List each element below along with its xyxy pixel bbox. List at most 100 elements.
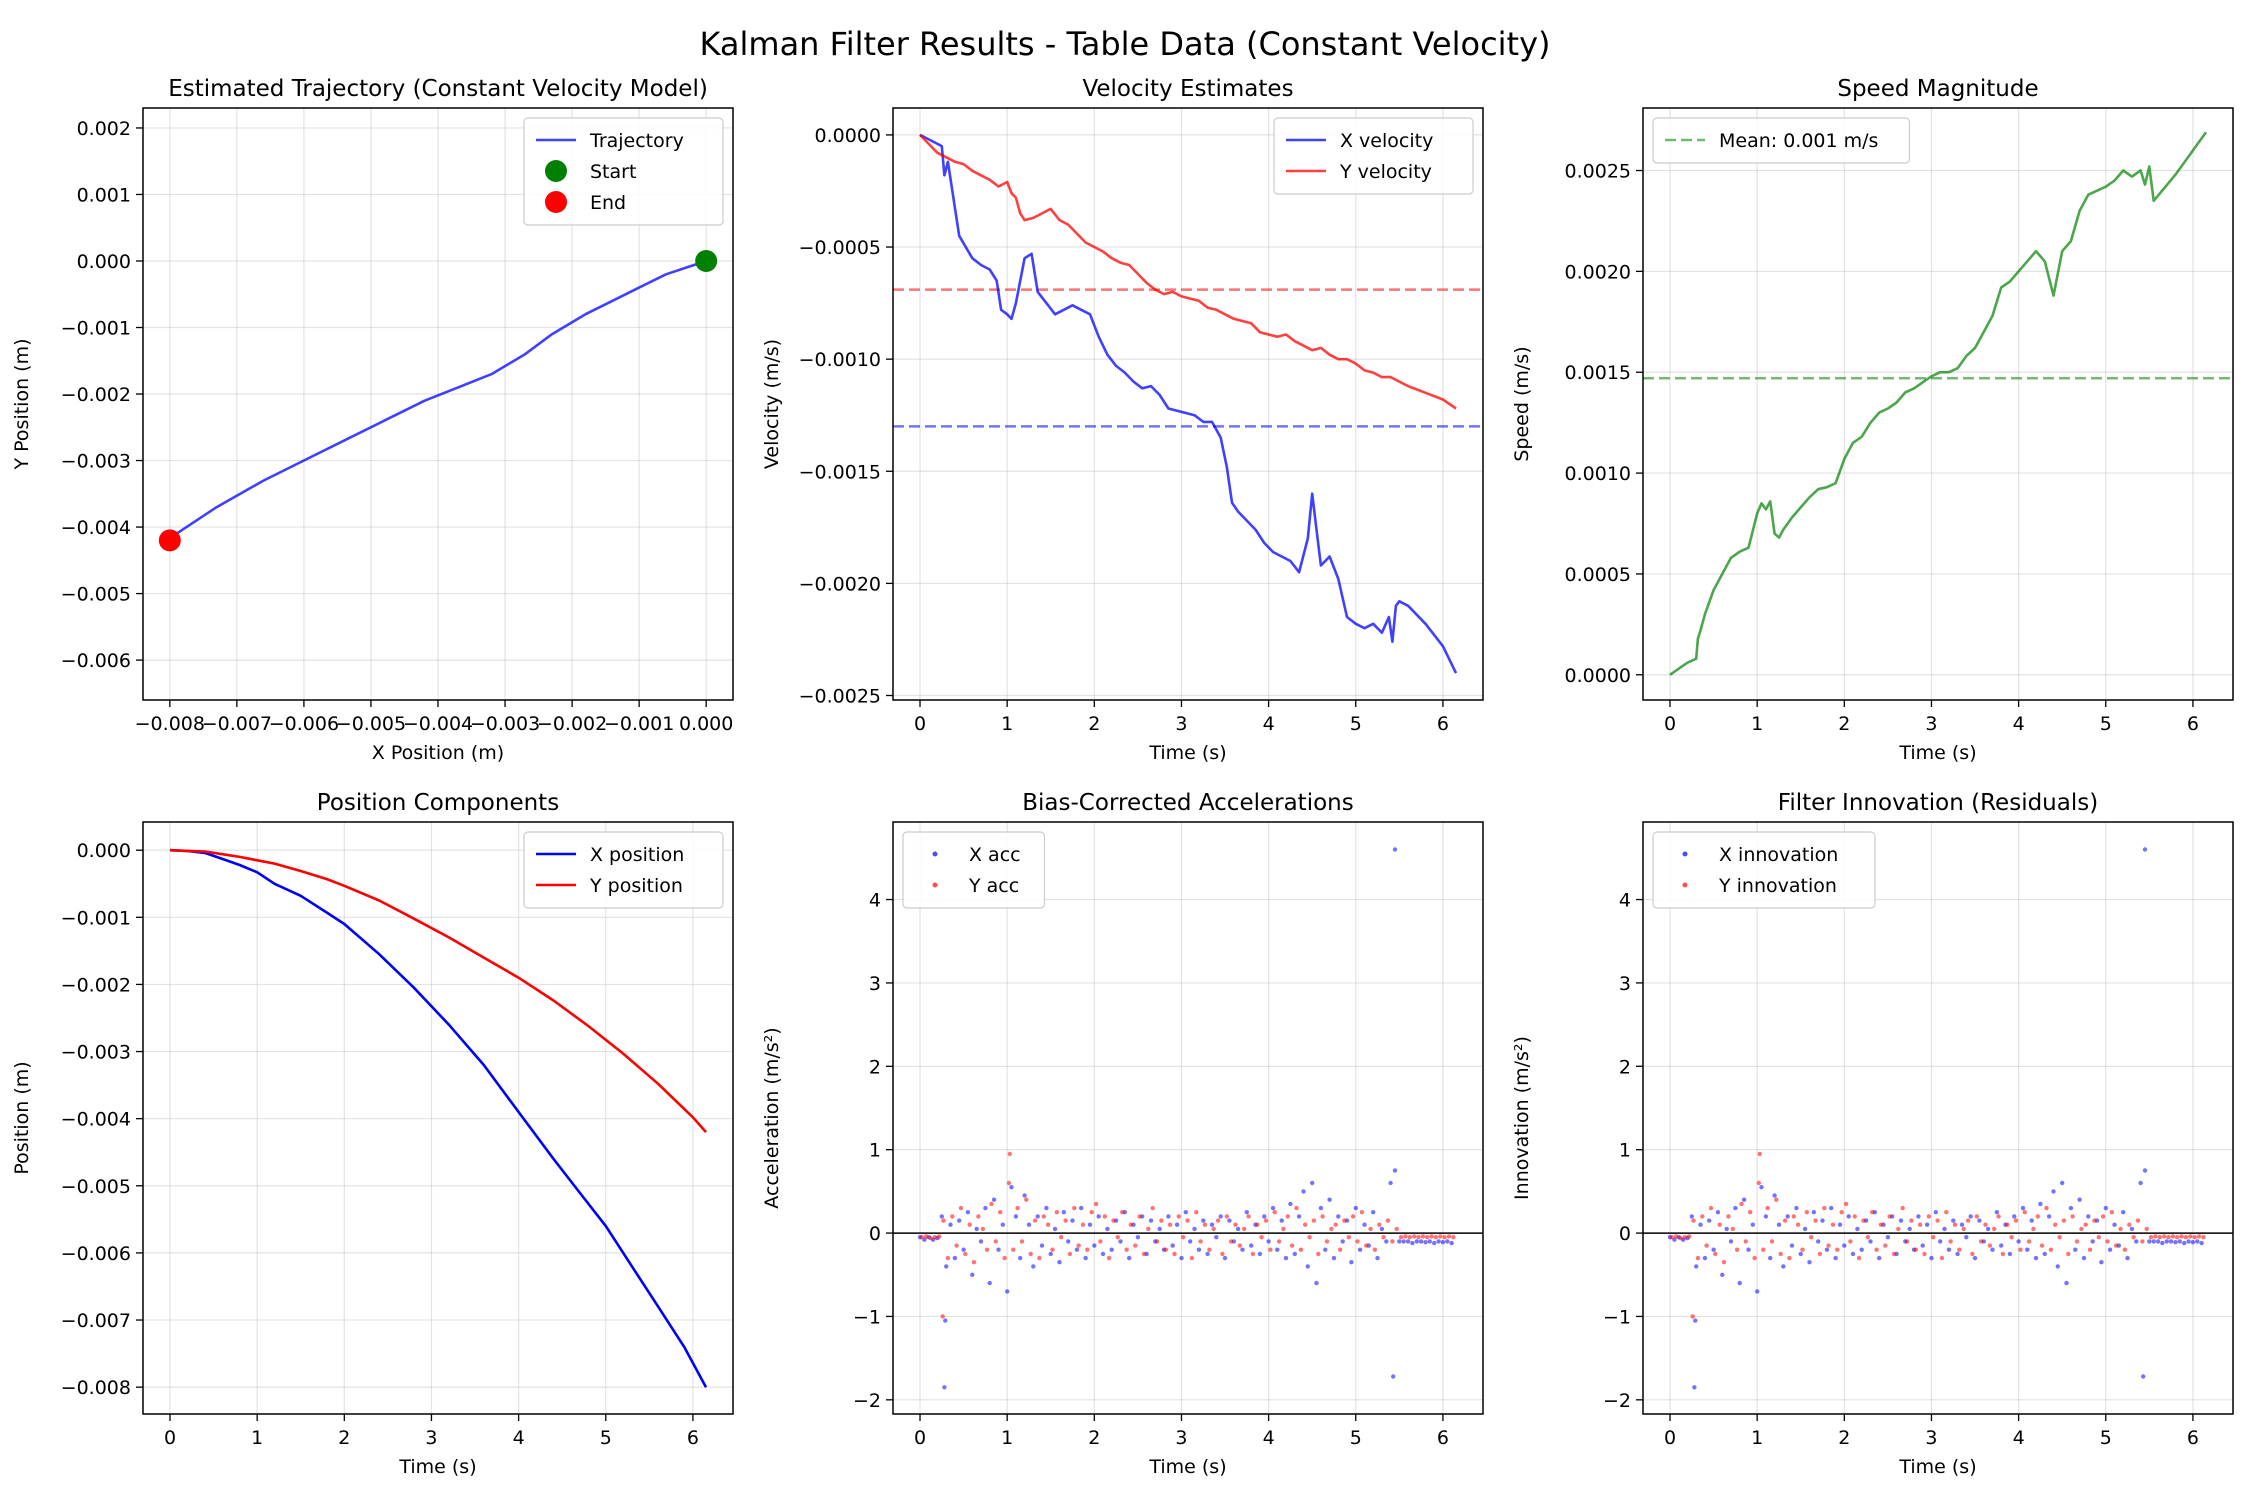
data-point (1242, 1226, 1247, 1232)
data-point (2005, 1222, 2010, 1227)
data-point (2048, 1247, 2054, 1252)
data-point (1711, 1247, 1716, 1252)
x-tick-label: 4 (2013, 1427, 2025, 1449)
data-point (1990, 1247, 1995, 1252)
data-point (1883, 1243, 1888, 1248)
data-point (2134, 1239, 2139, 1244)
data-point (1739, 1201, 1744, 1207)
data-point (1961, 1226, 1966, 1232)
data-point (1403, 1234, 1408, 1239)
data-point (1310, 1180, 1315, 1186)
y-tick-label: 2 (1619, 1056, 1631, 1078)
data-point (1835, 1247, 1840, 1252)
data-point (2016, 1239, 2021, 1244)
data-point (1983, 1222, 1988, 1227)
data-point (1878, 1222, 1884, 1227)
legend-box (1652, 117, 1911, 164)
data-point (1687, 1234, 1692, 1239)
data-point (1707, 1218, 1712, 1223)
x-tick-label: 4 (513, 1427, 525, 1449)
x-tick-label: 5 (2100, 1427, 2112, 1449)
y-tick-label: −0.001 (61, 318, 131, 340)
data-point (2148, 1235, 2154, 1240)
plot-content (169, 848, 708, 1388)
data-point (1410, 1240, 1415, 1246)
plot-content (158, 249, 718, 552)
data-point (1072, 1205, 1077, 1211)
data-point (2096, 1235, 2101, 1240)
data-point (1163, 1247, 1169, 1252)
y-tick-label: −0.006 (61, 1243, 131, 1265)
tick-labels: 0 1 2 3 4 5 6 0.000 −0.001 −0.002 −0.003 −0.004 −0.0… (61, 840, 699, 1449)
legend: X innovation Y innovation (1652, 831, 1876, 909)
data-point (1721, 1260, 1727, 1265)
data-point (939, 1214, 944, 1219)
data-point (1955, 1251, 1960, 1257)
data-point (1436, 1239, 1441, 1244)
x-tick-label: 0.000 (679, 713, 733, 735)
data-point (1865, 1235, 1871, 1240)
data-point (2147, 1239, 2152, 1244)
data-point (1057, 1260, 1062, 1265)
data-point (1972, 1255, 1978, 1261)
legend: X position Y position (523, 831, 724, 909)
data-point (2068, 1205, 2074, 1211)
data-point (998, 1210, 1003, 1215)
data-point (1938, 1239, 1943, 1244)
data-point (1715, 1210, 1721, 1215)
data-point (1240, 1247, 1245, 1252)
data-point (1196, 1247, 1202, 1252)
data-point (1689, 1214, 1695, 1219)
data-point (1166, 1214, 1171, 1219)
data-point (1176, 1214, 1182, 1219)
x-tick-label: −0.004 (403, 713, 473, 735)
data-point (2025, 1247, 2030, 1252)
data-point (1080, 1222, 1086, 1227)
data-point (996, 1247, 1001, 1252)
data-point (1755, 1289, 1760, 1294)
data-point (1730, 1226, 1736, 1232)
plot-content (1643, 131, 2233, 676)
data-point (957, 1218, 962, 1223)
data-point (1262, 1214, 1267, 1219)
data-point (1215, 1218, 1221, 1223)
data-point (1414, 1239, 1420, 1244)
data-point (2125, 1255, 2130, 1261)
legend-box (1273, 117, 1474, 195)
x-tick-label: 1 (251, 1427, 263, 1449)
legend-label: Y position (589, 875, 683, 897)
data-point (2179, 1234, 2184, 1239)
data-point (1133, 1243, 1138, 1248)
data-point (1829, 1205, 1834, 1211)
data-point (1224, 1214, 1230, 1219)
data-point (1891, 1251, 1897, 1257)
data-point (1292, 1251, 1298, 1257)
data-point (1329, 1226, 1334, 1232)
data-point (1896, 1226, 1901, 1232)
data-point (1999, 1243, 2004, 1248)
data-point (980, 1226, 985, 1232)
data-point (2013, 1218, 2019, 1223)
data-point (1228, 1239, 1234, 1244)
data-point (1170, 1243, 1175, 1248)
data-point (1009, 1185, 1014, 1190)
data-point (1756, 1180, 1762, 1186)
data-point (1916, 1214, 1921, 1219)
data-point (1120, 1210, 1125, 1215)
data-point (1202, 1222, 1208, 1227)
data-point (1350, 1214, 1356, 1219)
y-tick-label: 0.000 (77, 251, 131, 273)
data-point (1298, 1247, 1304, 1252)
data-point (1146, 1226, 1151, 1232)
data-point (1109, 1247, 1114, 1252)
y-tick-label: 1 (1619, 1140, 1631, 1162)
data-point (2135, 1218, 2141, 1223)
y-tick-label: −0.005 (61, 1176, 131, 1198)
data-point (1201, 1218, 1206, 1223)
subplot-grid: −0.008−0.007−0.006−0.005−0.004−0.003−0.0… (11, 76, 2234, 1478)
data-point (970, 1272, 975, 1278)
data-point (1996, 1214, 2001, 1219)
legend-swatch-point (1682, 851, 1688, 857)
data-point (2129, 1226, 2135, 1232)
data-point (989, 1201, 994, 1207)
